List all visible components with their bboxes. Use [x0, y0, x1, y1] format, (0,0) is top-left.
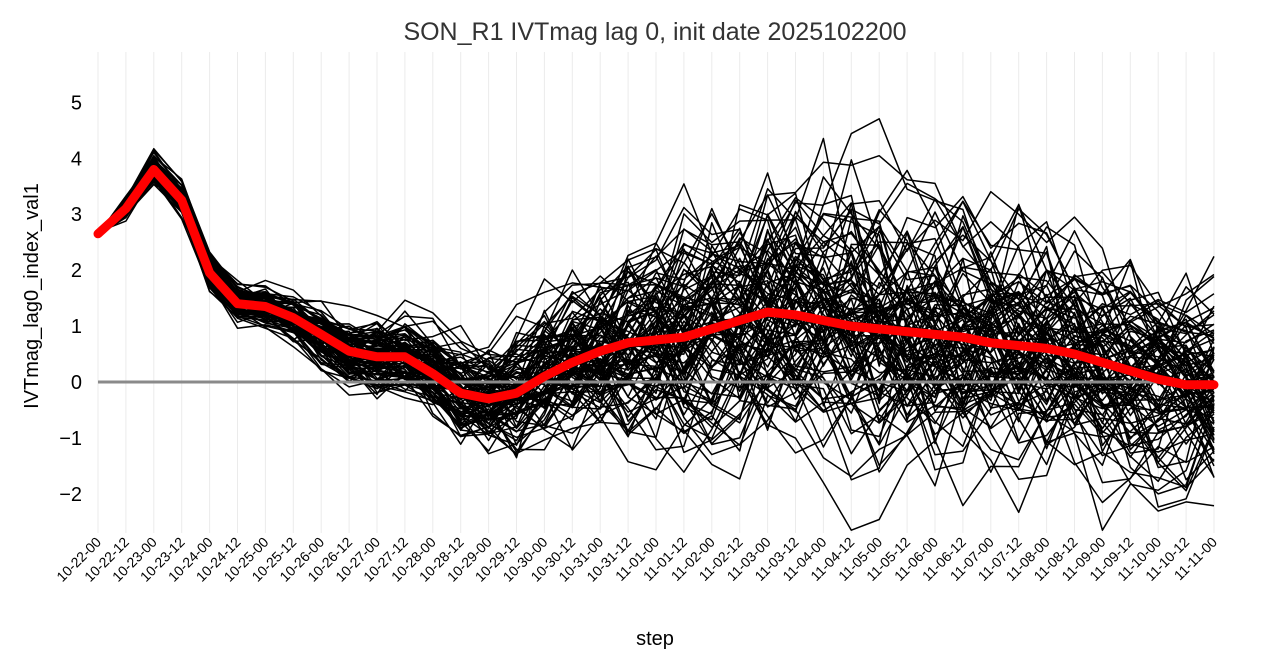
y-tick-label: 1	[71, 316, 82, 338]
y-axis-label: IVTmag_lag0_index_val1	[21, 183, 43, 409]
y-tick-label: −2	[59, 484, 82, 506]
ensemble-member-line	[97, 179, 1215, 467]
y-tick-label: 5	[71, 92, 82, 114]
y-tick-label: 0	[71, 372, 82, 394]
ensemble-mean	[93, 165, 1219, 404]
ensemble-member-line	[97, 163, 1215, 480]
chart-title: SON_R1 IVTmag lag 0, init date 202510220…	[403, 18, 906, 46]
ensemble-member-line	[97, 155, 1215, 453]
y-tick-label: 4	[71, 148, 82, 170]
ensemble-mean-line	[93, 165, 1219, 404]
ensemble-member-line	[97, 157, 1215, 456]
ensemble-member-line	[97, 177, 1215, 421]
x-axis-label: step	[636, 628, 674, 650]
ensemble-member-line	[97, 171, 1215, 466]
y-tick-label: −1	[59, 428, 82, 450]
ensemble-member-line	[97, 149, 1215, 421]
y-tick-label: 3	[71, 204, 82, 226]
y-tick-labels: −2 −1 0 1 2 3 4 5	[59, 92, 82, 506]
x-tick-labels: 10-22-0010-22-1210-23-0010-23-1210-24-00…	[53, 534, 1220, 585]
y-tick-label: 2	[71, 260, 82, 282]
ensemble-member-line	[97, 180, 1215, 446]
ensemble-member-line	[97, 162, 1215, 469]
